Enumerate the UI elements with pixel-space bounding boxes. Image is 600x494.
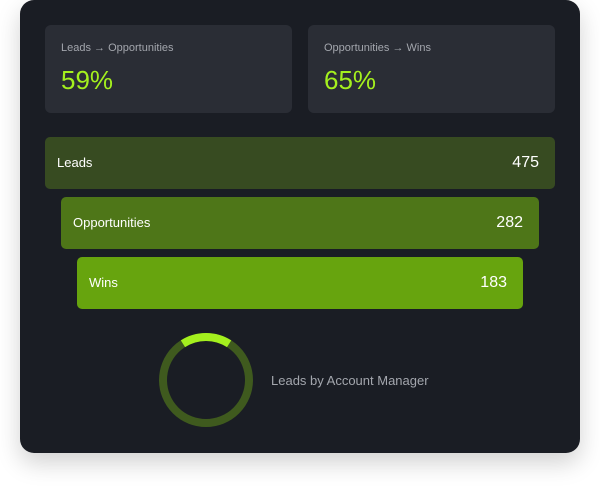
funnel-dashboard-card: Leads → Opportunities 59% Opportunities … (20, 0, 580, 453)
stat-card-opportunities-to-wins: Opportunities → Wins 65% (308, 25, 555, 113)
funnel-bar-wins[interactable]: Wins 183 (77, 257, 523, 309)
donut-highlight-arc (159, 333, 253, 427)
funnel-bar-value: 183 (480, 274, 507, 291)
funnel-bar-value: 475 (512, 154, 539, 171)
account-manager-donut-chart[interactable] (156, 330, 256, 430)
funnel-bar-label: Leads (57, 155, 93, 170)
funnel-bar-value: 282 (496, 214, 523, 231)
donut-label: Leads by Account Manager (271, 373, 429, 388)
stat-label: Opportunities → Wins (324, 42, 431, 54)
funnel-bar-leads[interactable]: Leads 475 (45, 137, 555, 189)
stat-card-leads-to-opportunities: Leads → Opportunities 59% (45, 25, 292, 113)
donut-track (159, 333, 253, 427)
stat-value: 59% (61, 65, 114, 95)
stat-label: Leads → Opportunities (61, 42, 174, 54)
stat-value: 65% (324, 65, 377, 95)
funnel-bar-label: Wins (89, 275, 118, 290)
funnel-bar-opportunities[interactable]: Opportunities 282 (61, 197, 539, 249)
funnel-bar-label: Opportunities (73, 215, 151, 230)
